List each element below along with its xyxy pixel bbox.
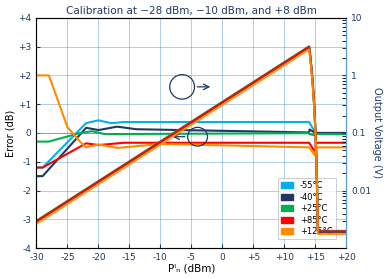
- Title: Calibration at −28 dBm, −10 dBm, and +8 dBm: Calibration at −28 dBm, −10 dBm, and +8 …: [66, 6, 317, 16]
- Y-axis label: Error (dB): Error (dB): [5, 109, 16, 157]
- Legend: -55°C, -40°C, +25°C, +85°C, +125°C: -55°C, -40°C, +25°C, +85°C, +125°C: [277, 178, 336, 239]
- Y-axis label: Output Voltage (V): Output Voltage (V): [372, 87, 383, 179]
- X-axis label: Pᴵₙ (dBm): Pᴵₙ (dBm): [168, 263, 215, 273]
